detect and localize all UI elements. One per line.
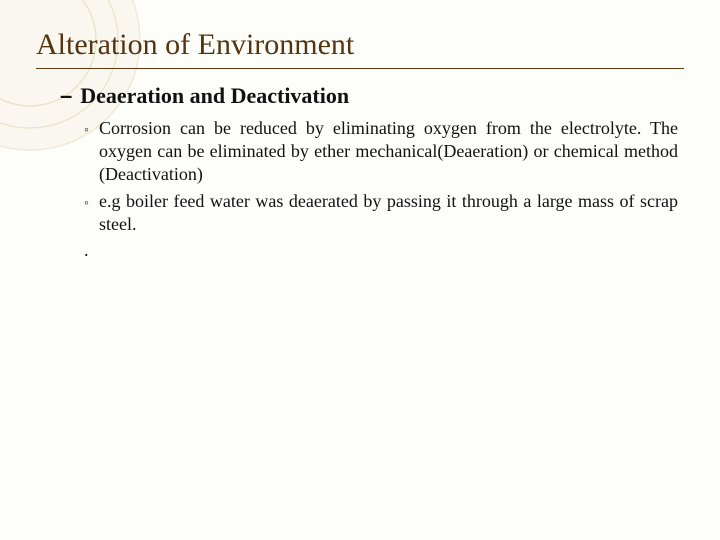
slide-container: Alteration of Environment – Deaeration a… (0, 0, 720, 540)
bullet-text: e.g boiler feed water was deaerated by p… (99, 190, 678, 236)
list-item: ◦ e.g boiler feed water was deaerated by… (84, 190, 678, 236)
bullet-text: Corrosion can be reduced by eliminating … (99, 117, 678, 186)
slide-title: Alteration of Environment (36, 28, 684, 69)
bullet-list: ◦ Corrosion can be reduced by eliminatin… (84, 117, 678, 236)
subtitle-dash: – (60, 83, 72, 109)
trailing-dot: . (84, 240, 684, 261)
slide-subtitle: Deaeration and Deactivation (80, 83, 349, 109)
list-item: ◦ Corrosion can be reduced by eliminatin… (84, 117, 678, 186)
subtitle-row: – Deaeration and Deactivation (60, 83, 684, 109)
bullet-marker-icon: ◦ (84, 121, 89, 137)
bullet-marker-icon: ◦ (84, 194, 89, 210)
